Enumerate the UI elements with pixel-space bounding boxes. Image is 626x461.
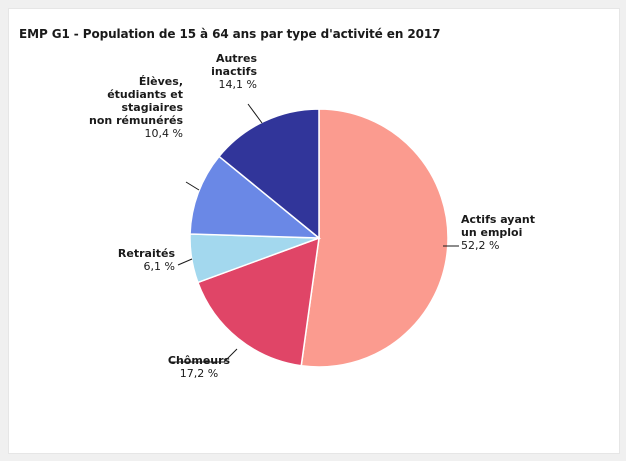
slice-name-label: Élèves, [139, 75, 183, 88]
chart-title: EMP G1 - Population de 15 à 64 ans par t… [19, 27, 441, 41]
slice-name-label: un emploi [461, 226, 522, 239]
leader-line [247, 103, 263, 124]
slice-name-label: étudiants et [107, 88, 183, 101]
slice-value-label: 52,2 % [461, 239, 499, 252]
slice-value-label: 6,1 % [144, 260, 175, 273]
slice-name-label: Autres [216, 52, 257, 65]
slice-value-label: 14,1 % [219, 78, 257, 91]
slice-name-label: non rémunérés [89, 114, 183, 127]
slice-name-label: Actifs ayant [461, 213, 535, 226]
slice-name-label: stagiaires [122, 101, 184, 114]
slice-name-label: Chômeurs [168, 354, 231, 367]
pie-slice-élèves-étudiants-et-stagiaires-non-rémunérés[interactable] [189, 155, 322, 239]
leader-line [170, 348, 238, 363]
pie-slice-autres-inactifs[interactable] [218, 108, 320, 240]
slice-value-label: 10,4 % [145, 127, 183, 140]
slice-name-label: Retraités [118, 247, 176, 260]
leader-line [185, 181, 200, 191]
pie-slice-chômeurs[interactable] [196, 236, 320, 367]
slice-value-label: 17,2 % [180, 367, 218, 380]
slice-name-label: inactifs [211, 65, 257, 78]
leader-line [177, 258, 193, 266]
pie-slice-actifs-ayant-un-emploi[interactable] [300, 108, 449, 368]
